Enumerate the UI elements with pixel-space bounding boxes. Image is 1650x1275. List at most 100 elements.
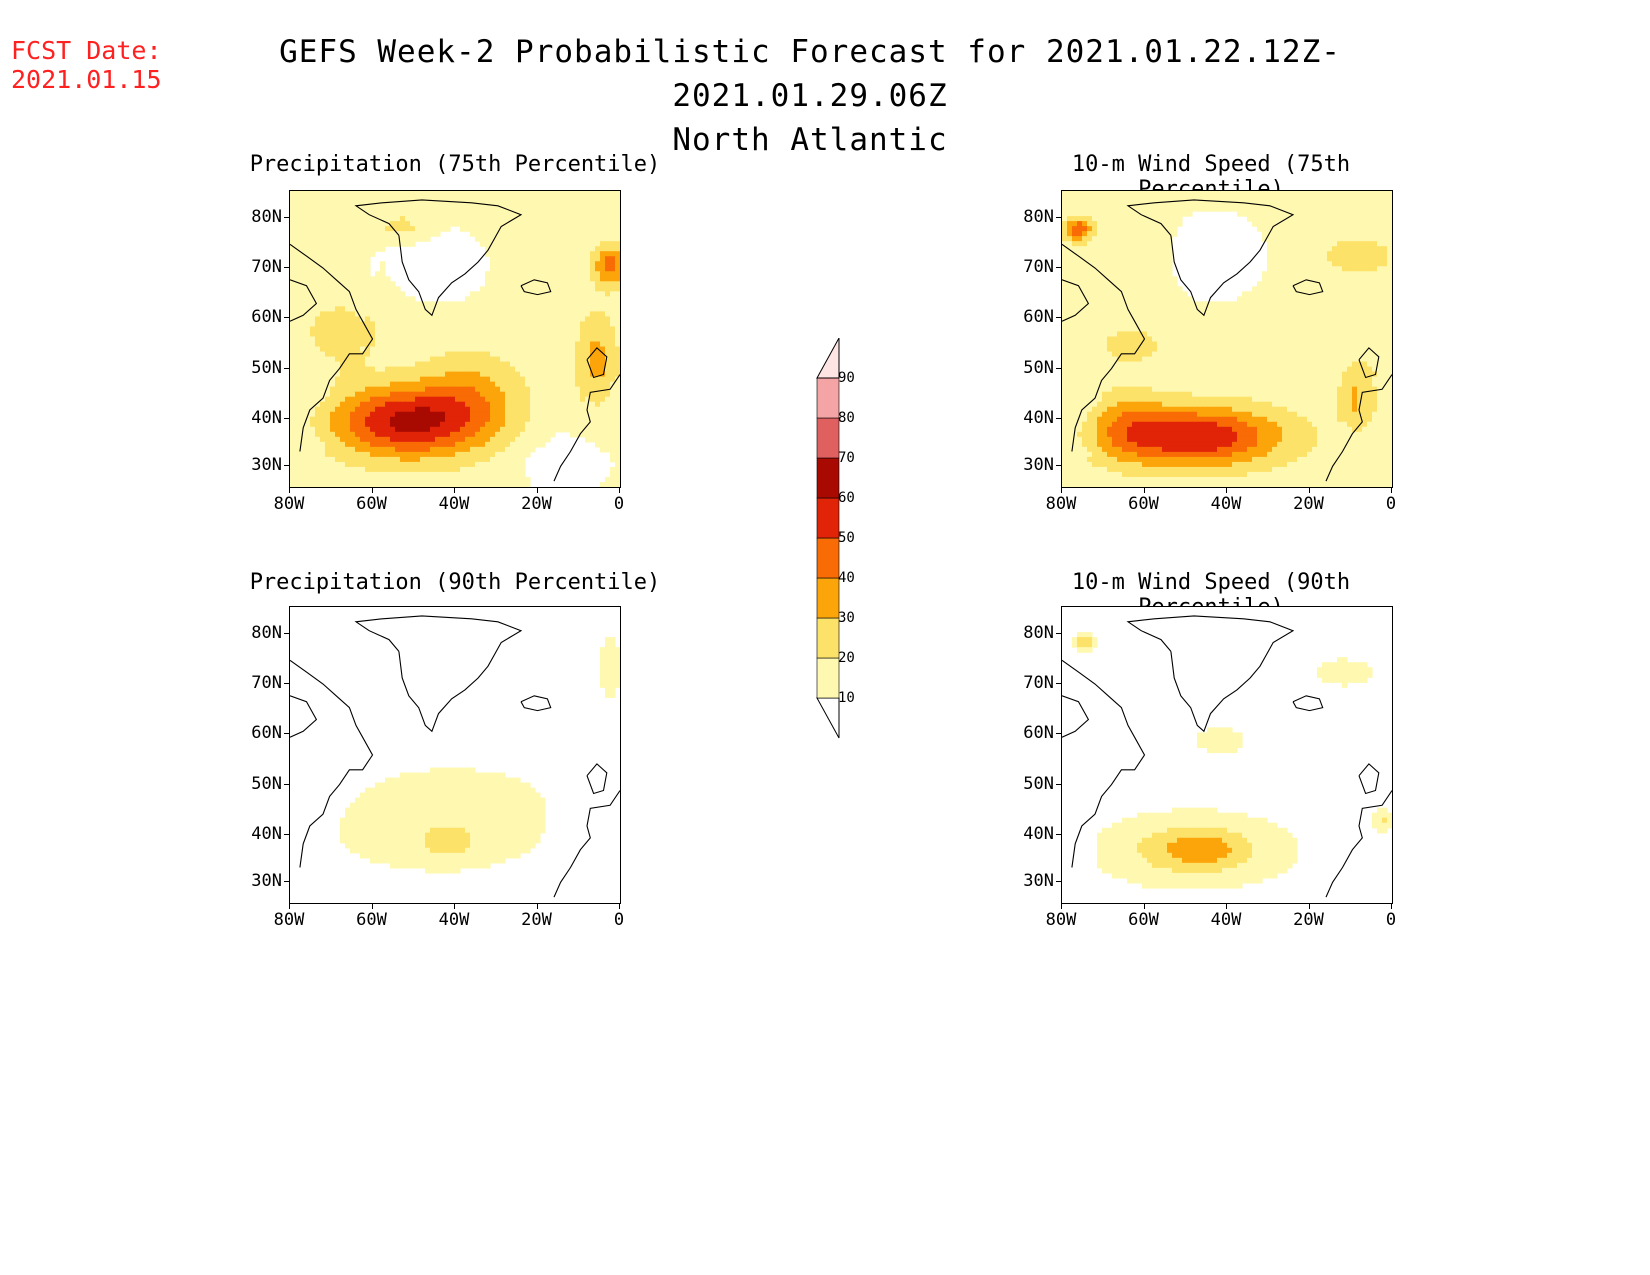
lat-label: 40N (1023, 823, 1054, 844)
lat-tick (1056, 317, 1062, 319)
lon-tick (289, 903, 290, 909)
lat-tick (284, 881, 290, 883)
map-field (290, 615, 620, 898)
lon-label: 0 (613, 494, 625, 514)
lon-label: 20W (1293, 494, 1324, 514)
coastline (354, 615, 523, 733)
lat-label: 70N (251, 256, 282, 277)
lat-label: 70N (1023, 672, 1054, 693)
lon-tick (1143, 487, 1145, 493)
lat-tick (1056, 733, 1062, 735)
lat-tick (1056, 682, 1062, 684)
coastline (553, 374, 620, 482)
lon-tick (1308, 903, 1310, 909)
coastline (1292, 695, 1324, 712)
lon-label: 80W (273, 910, 305, 930)
lat-tick (1056, 632, 1062, 634)
coastline (290, 659, 374, 868)
coastline (1062, 279, 1090, 322)
lon-label: 0 (1385, 494, 1397, 514)
map-field (1062, 191, 1392, 487)
lon-label: 0 (613, 910, 625, 930)
lon-label: 40W (438, 494, 470, 514)
lat-label: 30N (251, 455, 282, 476)
lat-label: 70N (1023, 256, 1054, 277)
coastline (1062, 243, 1146, 452)
lon-tick (536, 903, 538, 909)
coastline (586, 763, 608, 795)
lat-label: 60N (1023, 723, 1054, 744)
lon-tick (454, 487, 455, 493)
coastline (520, 279, 552, 296)
colorbar-level-label: 90 (838, 370, 855, 386)
coastline (290, 695, 318, 738)
lon-label: 80W (273, 494, 305, 514)
lat-label: 40N (251, 407, 282, 428)
fcst-date-label: FCST Date: 2021.01.15 (11, 36, 162, 94)
lon-tick (1143, 903, 1145, 909)
lat-tick (1056, 881, 1062, 883)
lat-label: 40N (1023, 407, 1054, 428)
lat-label: 70N (251, 672, 282, 693)
lon-label: 60W (356, 910, 387, 930)
lon-label: 20W (521, 910, 552, 930)
lon-tick (371, 487, 373, 493)
lat-label: 80N (251, 206, 282, 227)
lon-tick (1061, 903, 1062, 909)
lat-label: 50N (1023, 357, 1054, 378)
lon-label: 80W (1045, 910, 1077, 930)
coastline (290, 279, 318, 322)
colorbar-level-label: 10 (838, 690, 855, 706)
lon-tick (536, 487, 538, 493)
lon-tick (619, 903, 620, 909)
map-field (1062, 615, 1392, 898)
panel-title-precip90: Precipitation (90th Percentile) (249, 570, 661, 595)
colorbar-min-triangle (816, 697, 840, 739)
lat-label: 60N (1023, 307, 1054, 328)
panel-title-precip75: Precipitation (75th Percentile) (249, 152, 661, 177)
lon-label: 20W (521, 494, 552, 514)
colorbar-box (816, 617, 840, 659)
lat-tick (1056, 216, 1062, 218)
colorbar-level-label: 20 (838, 650, 855, 666)
coastline (1062, 659, 1146, 868)
lat-tick (284, 216, 290, 218)
lat-tick (1056, 783, 1062, 785)
lat-label: 80N (1023, 622, 1054, 643)
lon-tick (1061, 487, 1062, 493)
colorbar-box (816, 537, 840, 579)
map-precip75 (289, 190, 621, 488)
lat-tick (284, 682, 290, 684)
colorbar-level-label: 70 (838, 450, 855, 466)
lat-tick (284, 465, 290, 467)
lat-tick (1056, 417, 1062, 419)
lat-tick (1056, 266, 1062, 268)
colorbar-max-triangle (816, 338, 840, 379)
lon-label: 40W (1210, 910, 1242, 930)
coastline (1062, 695, 1090, 738)
lon-tick (1226, 903, 1227, 909)
lat-label: 30N (1023, 871, 1054, 892)
fcst-label-text: FCST Date: (11, 36, 162, 65)
lat-tick (284, 733, 290, 735)
coastline (553, 790, 620, 898)
lon-tick (1391, 903, 1392, 909)
colorbar (816, 338, 840, 739)
coastline (1358, 347, 1380, 379)
lat-tick (1056, 465, 1062, 467)
lat-tick (284, 417, 290, 419)
coastline (520, 695, 552, 712)
lat-label: 60N (251, 307, 282, 328)
lon-tick (1226, 487, 1227, 493)
lon-label: 20W (1293, 910, 1324, 930)
lon-label: 60W (1128, 910, 1159, 930)
colorbar-level-label: 60 (838, 490, 855, 506)
coastline (1292, 279, 1324, 296)
lon-label: 80W (1045, 494, 1077, 514)
lon-label: 60W (356, 494, 387, 514)
coastline (290, 243, 374, 452)
lat-label: 40N (251, 823, 282, 844)
lon-label: 40W (1210, 494, 1242, 514)
lat-label: 50N (251, 357, 282, 378)
lon-tick (289, 487, 290, 493)
